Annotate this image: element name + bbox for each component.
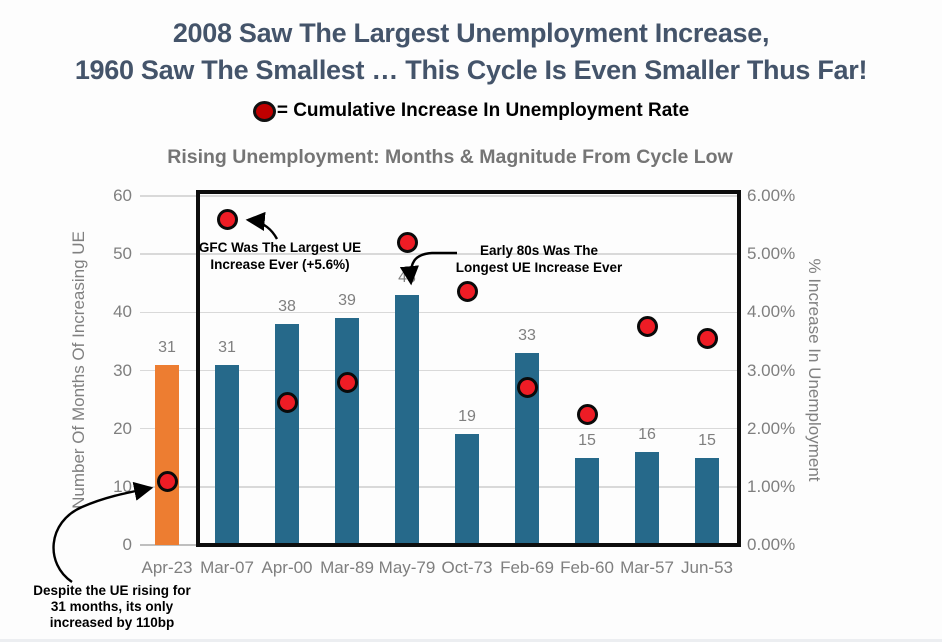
pct-axis-tick-label: 2.00% xyxy=(747,418,796,438)
main-title: 2008 Saw The Largest Unemployment Increa… xyxy=(0,15,942,89)
despite-annotation-line2: 31 months, its only xyxy=(50,599,174,614)
bar-value-label: 39 xyxy=(338,292,356,310)
x-axis-tick-label: Oct-73 xyxy=(441,558,493,577)
main-title-line2: 1960 Saw The Smallest … This Cycle Is Ev… xyxy=(74,55,868,85)
bar-value-label: 16 xyxy=(638,425,656,443)
cumulative-rate-dot xyxy=(456,281,478,303)
bar xyxy=(395,294,419,545)
bottom-strip xyxy=(0,639,942,642)
cumulative-rate-dot xyxy=(696,328,718,349)
bar xyxy=(155,364,179,545)
x-axis-tick-label: Jun-53 xyxy=(681,558,733,577)
pct-axis-tick-label: 6.00% xyxy=(747,186,796,205)
main-title-line1: 2008 Saw The Largest Unemployment Increa… xyxy=(172,18,770,48)
x-axis-tick-label: Feb-60 xyxy=(560,558,614,577)
bar xyxy=(455,434,479,545)
bar xyxy=(215,364,239,545)
cumulative-rate-dot xyxy=(156,470,178,492)
y-axis-tick-label: 40 xyxy=(113,302,132,322)
x-axis-tick-label: Mar-57 xyxy=(620,558,674,577)
gridline xyxy=(140,369,741,372)
gridline xyxy=(140,311,741,314)
bar xyxy=(335,318,359,545)
pct-axis-tick-label: 3.00% xyxy=(747,360,796,380)
cumulative-rate-dot xyxy=(516,377,538,399)
despite-annotation: Despite the UE rising for 31 months, its… xyxy=(20,583,204,631)
x-axis-tick-label: Mar-89 xyxy=(320,558,374,577)
cumulative-rate-dot xyxy=(636,316,658,338)
pct-axis-tick-label: 0.00% xyxy=(747,535,796,554)
y-axis-tick-label: 50 xyxy=(113,244,132,264)
x-axis-tick-label: Apr-23 xyxy=(141,558,193,577)
right-axis-title: % Increase In Unemployment xyxy=(805,258,824,482)
pct-axis-tick-label: 5.00% xyxy=(747,244,796,264)
bar-value-label: 15 xyxy=(698,431,716,449)
early80s-annotation-line1: Early 80s Was The xyxy=(479,243,599,258)
gfc-annotation: GFC Was The Largest UE Increase Ever (+5… xyxy=(196,240,364,273)
cumulative-rate-dot xyxy=(216,208,238,230)
bar xyxy=(575,457,599,545)
y-axis-tick-label: 0 xyxy=(122,535,132,554)
bar-value-label: 31 xyxy=(158,338,176,356)
early80s-annotation-line2: Longest UE Increase Ever xyxy=(455,259,623,275)
pct-axis-tick-label: 1.00% xyxy=(747,476,796,496)
bar-value-label: 33 xyxy=(518,327,536,345)
cumulative-rate-dot xyxy=(396,232,418,254)
x-axis-tick-label: May-79 xyxy=(378,558,436,577)
y-axis-tick-label: 30 xyxy=(113,360,132,380)
despite-annotation-line3: increased by 110bp xyxy=(49,615,175,630)
bar-value-label: 38 xyxy=(278,297,296,315)
x-axis-tick-label: Apr-00 xyxy=(261,558,313,577)
bar-value-label: 19 xyxy=(458,408,476,426)
bar-value-label: 15 xyxy=(578,431,596,449)
gfc-arrow xyxy=(245,211,279,240)
pct-axis-tick-label: 4.00% xyxy=(747,302,796,322)
bar xyxy=(695,457,719,545)
legend: = Cumulative Increase In Unemployment Ra… xyxy=(0,100,942,122)
bar xyxy=(275,323,299,545)
gfc-annotation-line2: Increase Ever (+5.6%) xyxy=(210,256,350,272)
cumulative-rate-dot xyxy=(276,391,298,413)
bar-value-label: 43 xyxy=(398,268,416,286)
y-axis-tick-label: 20 xyxy=(113,418,132,438)
red-circle-legend-icon xyxy=(252,100,276,122)
gridline xyxy=(140,486,741,488)
x-axis-tick-label: Mar-07 xyxy=(200,558,254,577)
y-axis-tick-label: 10 xyxy=(113,476,132,496)
gridline xyxy=(140,427,741,430)
legend-label: = Cumulative Increase In Unemployment Ra… xyxy=(276,100,690,121)
y-axis-tick-label: 60 xyxy=(113,186,132,205)
gridline xyxy=(140,195,741,197)
cumulative-rate-dot xyxy=(576,403,598,425)
cumulative-rate-dot xyxy=(336,371,358,393)
bar-value-label: 31 xyxy=(218,338,236,356)
early80s-annotation: Early 80s Was The Longest UE Increase Ev… xyxy=(443,243,635,276)
chart-title: Rising Unemployment: Months & Magnitude … xyxy=(167,146,733,168)
despite-annotation-line1: Despite the UE rising for xyxy=(33,583,191,598)
x-axis-tick-label: Feb-69 xyxy=(500,558,554,577)
bar xyxy=(635,451,659,545)
gfc-annotation-line1: GFC Was The Largest UE xyxy=(198,240,362,255)
